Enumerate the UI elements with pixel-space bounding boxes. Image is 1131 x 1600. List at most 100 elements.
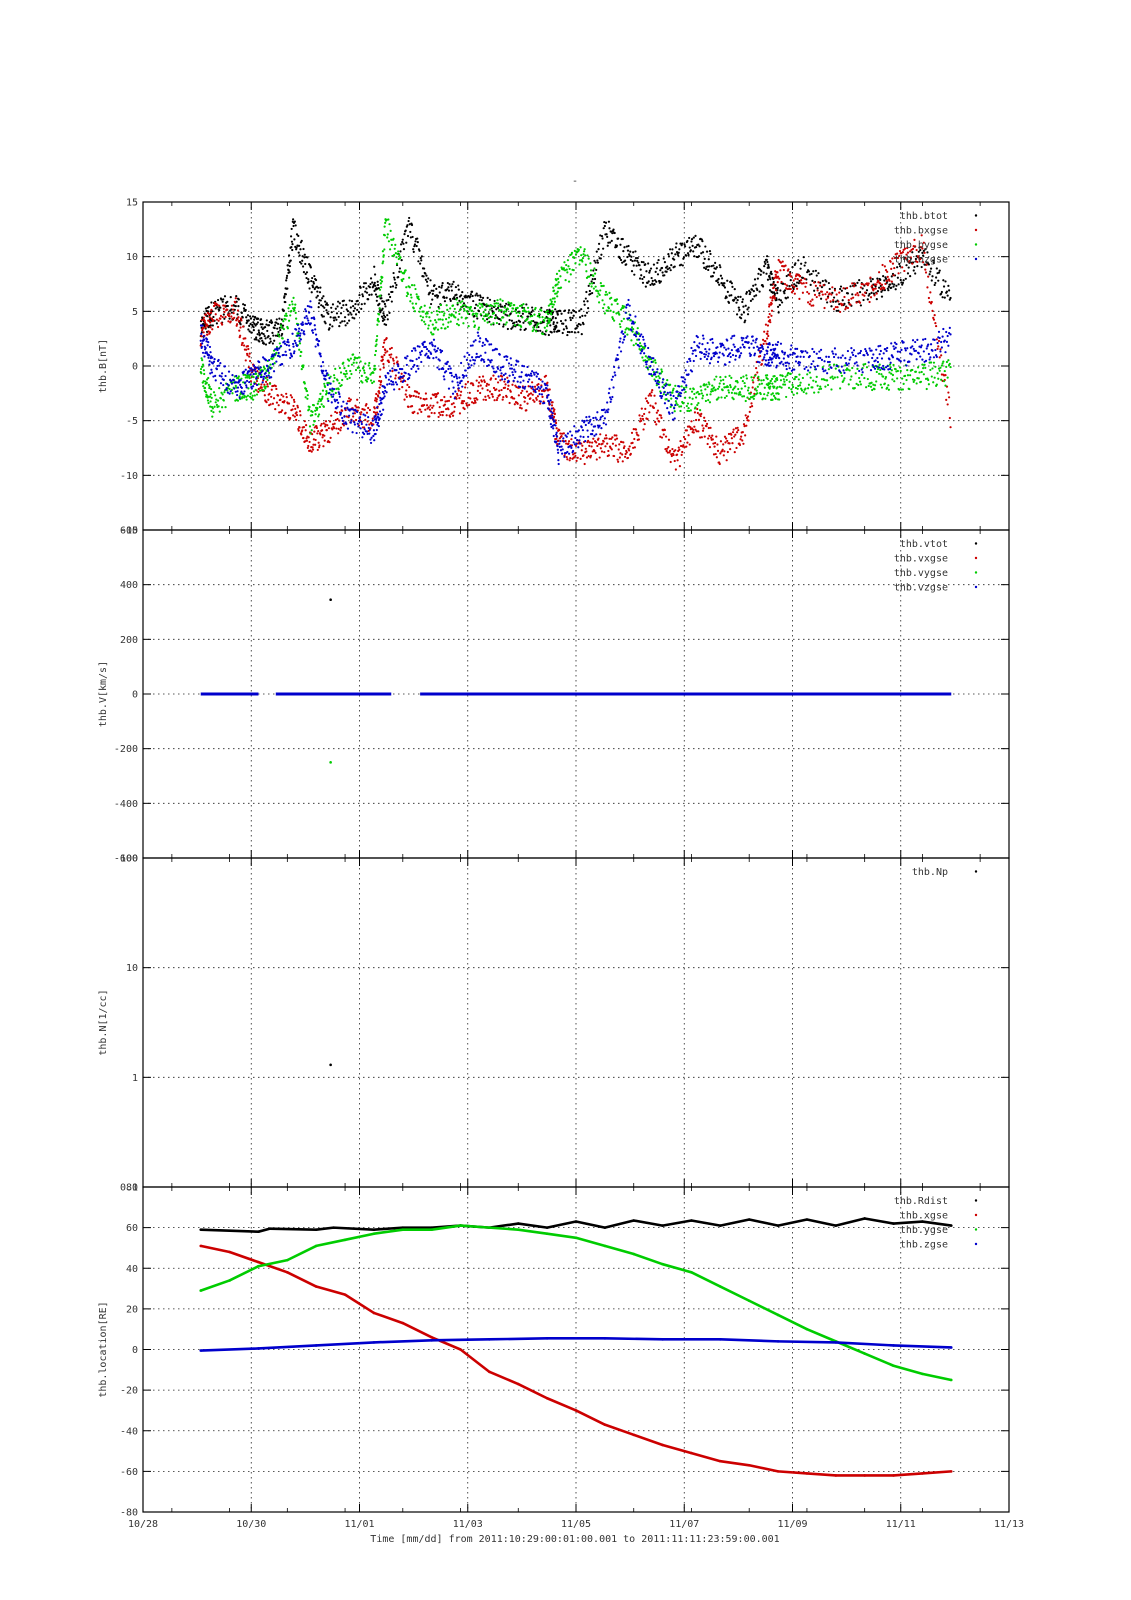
series-thb-bygse-point: [799, 381, 802, 384]
series-thb-bzgse-point: [379, 399, 382, 402]
series-thb-bxgse-point: [831, 286, 834, 289]
series-thb-bygse-point: [770, 377, 774, 381]
series-thb-bxgse-point: [937, 345, 940, 348]
series-thb-bzgse-point: [275, 360, 278, 363]
series-thb-btot-point: [837, 309, 840, 312]
series-thb-bygse-point: [657, 375, 660, 378]
series-thb-btot-point: [214, 307, 217, 310]
series-thb-btot-point: [351, 316, 354, 319]
series-thb-bygse-point: [637, 332, 641, 336]
series-thb-bzgse-point: [249, 367, 253, 370]
series-thb-bxgse-point: [473, 399, 477, 402]
series-thb-bzgse-point: [479, 354, 482, 357]
series-thb-bygse-point: [688, 396, 691, 399]
series-thb-btot-point: [913, 265, 916, 269]
series-thb-bygse-point: [387, 218, 390, 221]
series-thb-bxgse-point: [772, 283, 775, 286]
series-thb-bygse-point: [304, 396, 307, 399]
series-thb-bygse-point: [548, 317, 552, 320]
series-thb-btot-point: [268, 320, 271, 324]
series-thb-btot-point: [576, 325, 579, 328]
series-thb-bzgse-point: [472, 358, 475, 362]
series-thb-bxgse-point: [689, 426, 692, 429]
series-thb-bxgse-point: [324, 425, 327, 428]
series-thb-bzgse-point: [572, 449, 575, 453]
series-thb-bygse-point: [480, 303, 483, 306]
series-thb-bxgse-point: [745, 424, 748, 427]
series-thb-bxgse-point: [806, 301, 810, 304]
series-thb-bzgse-point: [518, 385, 522, 389]
series-thb-bygse-point: [572, 269, 575, 272]
series-thb-btot-point: [352, 305, 355, 308]
series-thb-bxgse-point: [597, 437, 600, 440]
series-thb-btot-point: [785, 274, 788, 278]
series-thb-btot-point: [202, 322, 205, 326]
series-thb-btot-point: [440, 286, 443, 289]
series-thb-bxgse-point: [464, 383, 467, 386]
series-thb-bxgse-point: [263, 383, 266, 386]
series-thb-bzgse-point: [442, 367, 445, 371]
series-thb-bygse-point: [696, 403, 699, 407]
series-thb-bygse-point: [206, 399, 210, 402]
series-thb-btot-point: [712, 264, 715, 267]
series-thb-btot-point: [773, 292, 776, 295]
series-thb-bxgse-point: [311, 446, 314, 449]
series-thb-bygse-point: [796, 387, 799, 390]
series-thb-bygse-point: [440, 327, 443, 330]
series-thb-bxgse-point: [389, 356, 392, 359]
series-thb-bxgse-point: [623, 445, 626, 448]
series-thb-bygse-point: [869, 385, 873, 388]
series-thb-bzgse-point: [502, 373, 505, 377]
series-thb-bzgse-point: [210, 368, 213, 371]
series-thb-bygse-point: [816, 384, 819, 387]
series-thb-btot-point: [838, 303, 841, 306]
series-thb-btot-point: [521, 312, 524, 315]
series-thb-bxgse-point: [279, 398, 282, 401]
series-thb-btot-point: [688, 246, 691, 249]
series-thb-btot-point: [263, 334, 266, 338]
series-thb-btot-point: [302, 271, 306, 274]
series-thb-bzgse-point: [591, 433, 594, 436]
series-thb-bygse-point: [567, 280, 571, 283]
series-thb-btot-point: [879, 278, 882, 281]
series-thb-bxgse-point: [727, 432, 731, 436]
series-thb-bygse-point: [311, 414, 314, 417]
series-thb-bygse-point: [275, 351, 278, 354]
series-thb-bzgse-point: [555, 440, 558, 443]
series-thb-btot-point: [376, 280, 379, 283]
series-thb-bxgse-point: [841, 303, 844, 306]
series-thb-bygse-point: [310, 429, 313, 432]
series-thb-btot-point: [530, 310, 533, 314]
series-thb-bygse-point: [207, 376, 210, 380]
series-thb-bxgse-point: [832, 299, 835, 302]
series-thb-bxgse-point: [229, 320, 232, 323]
series-thb-btot-point: [400, 258, 403, 262]
series-thb-bzgse-point: [374, 421, 378, 424]
series-thb-btot-point: [700, 252, 703, 255]
series-thb-bxgse-point: [368, 423, 371, 426]
series-thb-bzgse-point: [378, 417, 381, 420]
series-thb-bxgse-point: [725, 459, 728, 462]
series-thb-bzgse-point: [217, 358, 220, 362]
series-thb-btot-point: [526, 315, 530, 318]
series-thb-bxgse-point: [666, 447, 669, 450]
series-thb-bxgse-point: [625, 451, 628, 454]
series-thb-bygse-point: [669, 405, 672, 408]
series-thb-bzgse-point: [269, 367, 272, 370]
series-thb-bygse-point: [358, 369, 362, 372]
series-thb-btot-point: [357, 310, 361, 314]
series-thb-bygse-point: [896, 369, 899, 373]
series-thb-bxgse-point: [293, 415, 296, 418]
series-thb-bxgse-point: [224, 315, 227, 319]
series-thb-bzgse-point: [448, 365, 451, 368]
series-thb-bxgse-point: [365, 403, 368, 406]
series-thb-bzgse-point: [555, 435, 559, 438]
series-thb-bygse-point: [248, 377, 251, 380]
series-thb-bygse-point: [555, 279, 558, 282]
series-thb-bygse-point: [251, 394, 254, 397]
series-thb-bzgse-point: [265, 359, 268, 362]
series-thb-bzgse-point: [372, 434, 375, 438]
series-thb-bxgse-point: [623, 455, 627, 458]
series-thb-bygse-point: [464, 304, 467, 307]
series-thb-bzgse-point: [416, 345, 419, 348]
